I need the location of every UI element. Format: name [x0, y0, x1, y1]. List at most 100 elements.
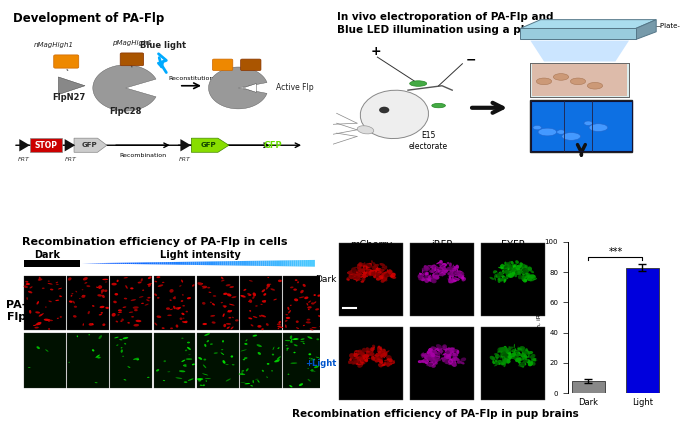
Ellipse shape — [299, 296, 305, 298]
Polygon shape — [113, 263, 115, 264]
Polygon shape — [124, 263, 126, 264]
FancyBboxPatch shape — [212, 59, 233, 70]
Ellipse shape — [427, 278, 433, 282]
Bar — [531, 101, 632, 151]
Polygon shape — [103, 263, 105, 264]
Ellipse shape — [248, 294, 252, 296]
Ellipse shape — [455, 265, 459, 269]
Ellipse shape — [503, 347, 507, 352]
Ellipse shape — [179, 370, 186, 372]
Polygon shape — [292, 260, 294, 267]
Polygon shape — [299, 260, 301, 267]
Ellipse shape — [498, 360, 502, 365]
Polygon shape — [175, 262, 177, 265]
Ellipse shape — [355, 269, 360, 273]
Ellipse shape — [434, 274, 439, 279]
Ellipse shape — [515, 264, 522, 270]
Ellipse shape — [460, 361, 462, 363]
Polygon shape — [187, 262, 188, 265]
Ellipse shape — [114, 293, 118, 295]
Ellipse shape — [277, 324, 282, 326]
Text: −: − — [466, 54, 476, 67]
Ellipse shape — [519, 362, 520, 363]
Ellipse shape — [118, 311, 122, 313]
Ellipse shape — [162, 327, 165, 329]
Ellipse shape — [293, 338, 299, 340]
Ellipse shape — [435, 267, 436, 271]
Ellipse shape — [375, 356, 381, 361]
Ellipse shape — [522, 266, 528, 270]
Ellipse shape — [228, 317, 231, 318]
Ellipse shape — [500, 266, 504, 270]
Ellipse shape — [509, 261, 513, 264]
Ellipse shape — [524, 279, 526, 281]
Ellipse shape — [507, 355, 513, 358]
Ellipse shape — [455, 273, 461, 276]
Ellipse shape — [259, 315, 262, 317]
Ellipse shape — [373, 265, 378, 269]
Ellipse shape — [490, 277, 494, 280]
Ellipse shape — [122, 337, 129, 339]
Polygon shape — [111, 263, 113, 264]
Ellipse shape — [428, 275, 431, 279]
Polygon shape — [247, 261, 249, 266]
Bar — [24, 334, 66, 388]
Ellipse shape — [512, 349, 515, 351]
Ellipse shape — [512, 271, 517, 275]
FancyBboxPatch shape — [31, 138, 61, 152]
Ellipse shape — [262, 370, 264, 372]
Ellipse shape — [377, 350, 382, 354]
Ellipse shape — [447, 354, 448, 358]
Ellipse shape — [500, 277, 505, 281]
Ellipse shape — [438, 273, 443, 276]
Ellipse shape — [294, 280, 298, 281]
Ellipse shape — [382, 349, 386, 353]
Polygon shape — [160, 262, 161, 264]
Ellipse shape — [289, 385, 292, 388]
Ellipse shape — [210, 302, 212, 303]
Bar — [240, 334, 282, 388]
Polygon shape — [216, 261, 218, 265]
Polygon shape — [150, 262, 152, 264]
Ellipse shape — [222, 360, 226, 364]
Polygon shape — [520, 19, 656, 29]
Ellipse shape — [505, 361, 507, 362]
Bar — [339, 327, 403, 400]
Ellipse shape — [431, 264, 437, 270]
Ellipse shape — [59, 295, 62, 297]
Polygon shape — [142, 262, 144, 264]
Ellipse shape — [381, 348, 384, 351]
Ellipse shape — [311, 358, 313, 359]
Ellipse shape — [203, 359, 206, 361]
Ellipse shape — [188, 354, 190, 355]
Ellipse shape — [361, 356, 366, 359]
Ellipse shape — [449, 361, 451, 363]
Ellipse shape — [428, 279, 432, 282]
Ellipse shape — [319, 358, 321, 359]
Ellipse shape — [362, 358, 367, 361]
Ellipse shape — [315, 308, 319, 311]
Ellipse shape — [386, 276, 388, 278]
Ellipse shape — [258, 352, 261, 355]
Ellipse shape — [375, 269, 377, 273]
Ellipse shape — [127, 366, 131, 368]
Ellipse shape — [516, 357, 520, 362]
Ellipse shape — [496, 275, 498, 277]
Ellipse shape — [431, 346, 437, 349]
Ellipse shape — [447, 359, 452, 362]
Ellipse shape — [436, 261, 442, 264]
Ellipse shape — [356, 275, 362, 279]
Ellipse shape — [518, 364, 525, 367]
Ellipse shape — [451, 273, 456, 276]
Ellipse shape — [456, 268, 458, 270]
Ellipse shape — [35, 327, 39, 328]
Ellipse shape — [147, 283, 152, 285]
Ellipse shape — [373, 262, 375, 265]
Ellipse shape — [48, 301, 52, 302]
Ellipse shape — [367, 351, 372, 356]
Ellipse shape — [532, 275, 536, 279]
Ellipse shape — [203, 365, 206, 368]
Ellipse shape — [82, 323, 84, 326]
Polygon shape — [256, 261, 258, 266]
Ellipse shape — [435, 273, 438, 277]
